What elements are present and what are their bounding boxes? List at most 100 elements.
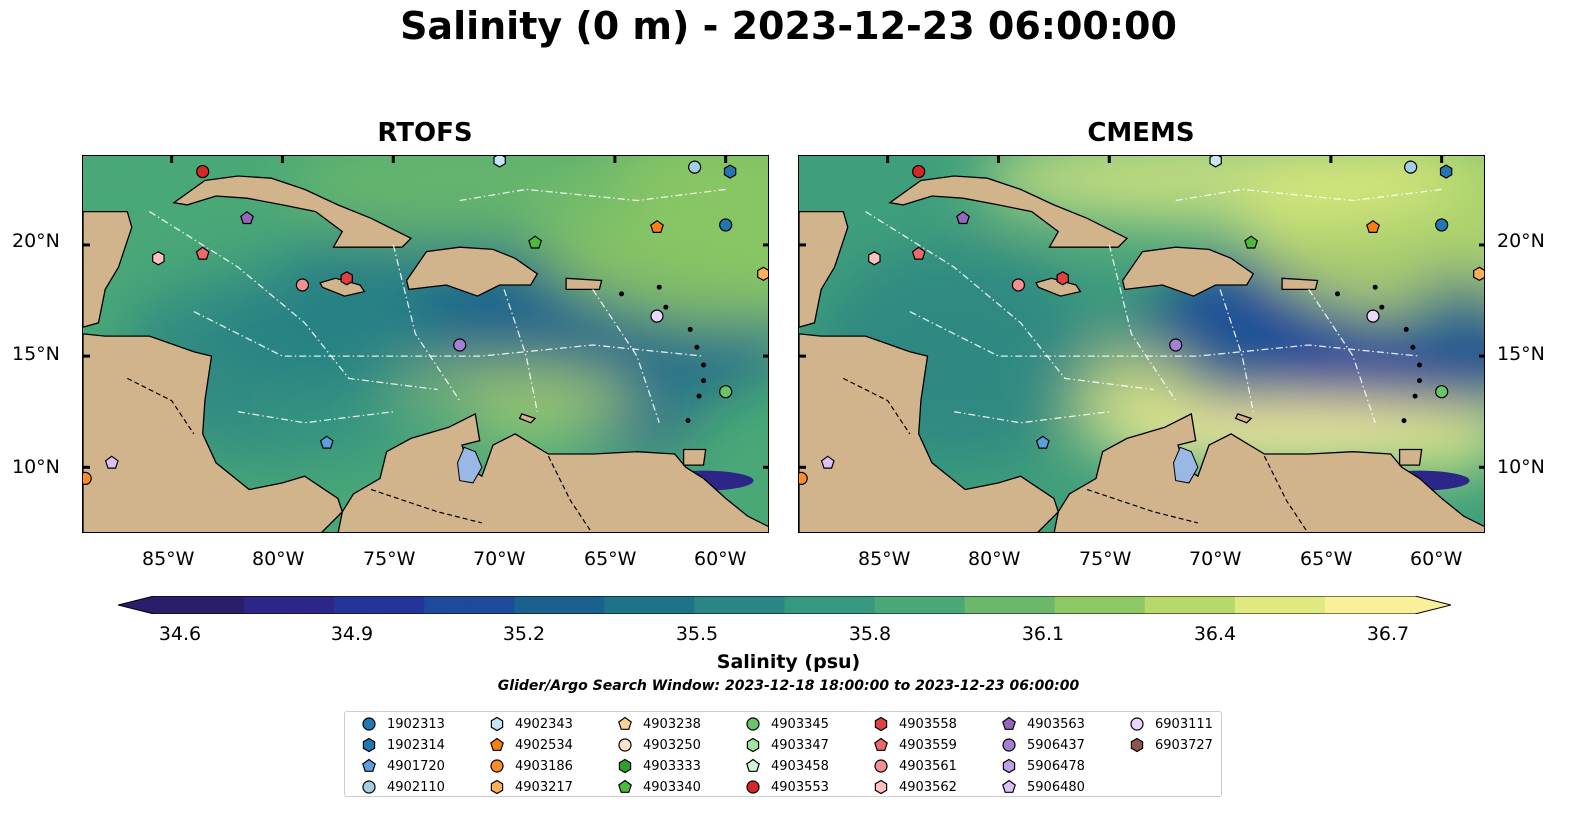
legend-marker: [490, 737, 504, 751]
lat-tick-label: 10°N: [1497, 456, 1545, 478]
land-hispaniola: [405, 246, 539, 297]
float-4903345-marker: [1435, 385, 1449, 399]
legend-label: 4903558: [899, 716, 957, 732]
legend-item-4902343: 4902343: [489, 716, 573, 732]
lat-tick-label: 15°N: [1497, 343, 1545, 365]
float-4903558-marker: [340, 271, 353, 286]
search-window-note: Glider/Argo Search Window: 2023-12-18 18…: [497, 678, 1080, 694]
land-centralAmerica: [83, 333, 344, 532]
legend-item-4903217: 4903217: [489, 779, 573, 795]
float-4903561-marker: [295, 278, 309, 292]
colorbar-segment: [424, 596, 470, 614]
land-curacao: [1234, 413, 1253, 424]
legend-label: 4903458: [771, 758, 829, 774]
legend-item-4903558: 4903558: [873, 716, 957, 732]
country-border-line: [547, 455, 593, 532]
legend-item-4903458: 4903458: [745, 758, 829, 774]
eez-boundary-line: [149, 211, 438, 391]
legend-label: 5906478: [1027, 758, 1085, 774]
colorbar-tick-label: 34.6: [158, 623, 202, 645]
legend-label: 4903563: [1027, 716, 1085, 732]
island-marker: [701, 378, 707, 384]
hexagon-marker-icon: [618, 758, 632, 774]
lon-tick-label: 65°W: [584, 548, 637, 570]
map-cmems[interactable]: [798, 155, 1485, 533]
float-1902313-marker: [719, 218, 733, 232]
hexagon-marker-icon: [490, 779, 504, 795]
eez-boundary-line: [592, 289, 660, 424]
float-5906480-marker: [820, 455, 835, 469]
colorbar-tick-label: 36.4: [1193, 623, 1237, 645]
lon-tick-label: 70°W: [473, 548, 526, 570]
eez-boundary-line: [503, 289, 538, 412]
colorbar-extend-low: [118, 596, 154, 614]
legend-label: 4903186: [515, 758, 573, 774]
legend-marker: [746, 717, 760, 731]
float-4903345-marker: [719, 385, 733, 399]
float-4903558-marker: [1056, 271, 1069, 286]
legend-item-4902110: 4902110: [361, 779, 445, 795]
colorbar-segment: [964, 596, 1011, 614]
colorbar-tick-label: 35.5: [675, 623, 719, 645]
legend-label: 4903559: [899, 737, 957, 753]
pentagon-marker-icon: [1002, 716, 1016, 730]
eez-boundary-line: [1308, 289, 1376, 424]
land-yucatan: [83, 210, 133, 328]
legend-marker: [490, 716, 504, 732]
legend-item-4903562: 4903562: [873, 779, 957, 795]
island-marker: [696, 393, 702, 399]
lon-tick-label: 70°W: [1189, 548, 1242, 570]
eez-boundary-line: [1175, 188, 1442, 202]
legend-label: 1902314: [387, 737, 445, 753]
legend-label: 5906480: [1027, 779, 1085, 795]
colorbar-segment: [1234, 596, 1281, 614]
legend-label: 4901720: [387, 758, 445, 774]
land-hispaniola: [1121, 246, 1255, 297]
legend-marker: [490, 779, 504, 795]
legend-item-4903347: 4903347: [745, 737, 829, 753]
legend-label: 4903333: [643, 758, 701, 774]
island-marker: [1403, 326, 1409, 332]
lon-tick-label: 75°W: [363, 548, 416, 570]
lat-tick-label: 15°N: [12, 343, 60, 365]
colorbar-segment: [649, 596, 696, 614]
legend-marker: [874, 737, 888, 751]
float-4902110-marker: [688, 160, 702, 174]
float-4903559-marker: [195, 246, 210, 260]
legend-marker: [490, 759, 504, 773]
circle-marker-icon: [746, 780, 760, 794]
island-marker: [701, 362, 707, 368]
legend-item-4903553: 4903553: [745, 779, 829, 795]
eez-boundary-line: [1108, 244, 1177, 401]
float-4903217-marker: [757, 266, 768, 281]
float-4903340-marker: [528, 235, 543, 249]
legend-marker: [362, 758, 376, 772]
float-4903186-marker: [83, 471, 92, 486]
legend-marker: [874, 716, 888, 732]
lon-tick-label: 85°W: [142, 548, 195, 570]
eez-boundary-line: [392, 244, 461, 401]
eez-boundary-line: [1219, 289, 1254, 412]
lon-tick-label: 80°W: [252, 548, 305, 570]
legend-label: 4903347: [771, 737, 829, 753]
pentagon-marker-icon: [618, 716, 632, 730]
land-southAmerica: [337, 412, 768, 532]
legend-marker: [1130, 737, 1144, 753]
country-border-line: [1263, 455, 1309, 532]
eez-boundary-line: [193, 311, 704, 357]
island-marker: [1335, 291, 1341, 297]
legend-marker: [1002, 758, 1016, 774]
colorbar-extend-high: [1415, 596, 1451, 614]
float-4903340-marker: [1244, 235, 1259, 249]
circle-marker-icon: [362, 780, 376, 794]
colorbar-segment: [739, 596, 786, 614]
colorbar-segment: [1369, 596, 1416, 614]
legend-marker: [874, 779, 888, 795]
legend-marker: [746, 737, 760, 753]
circle-marker-icon: [362, 717, 376, 731]
legend-item-6903111: 6903111: [1129, 716, 1213, 732]
legend-label: 4903250: [643, 737, 701, 753]
map-rtofs[interactable]: [82, 155, 769, 533]
legend-item-4903563: 4903563: [1001, 716, 1085, 732]
hexagon-marker-icon: [1130, 737, 1144, 753]
